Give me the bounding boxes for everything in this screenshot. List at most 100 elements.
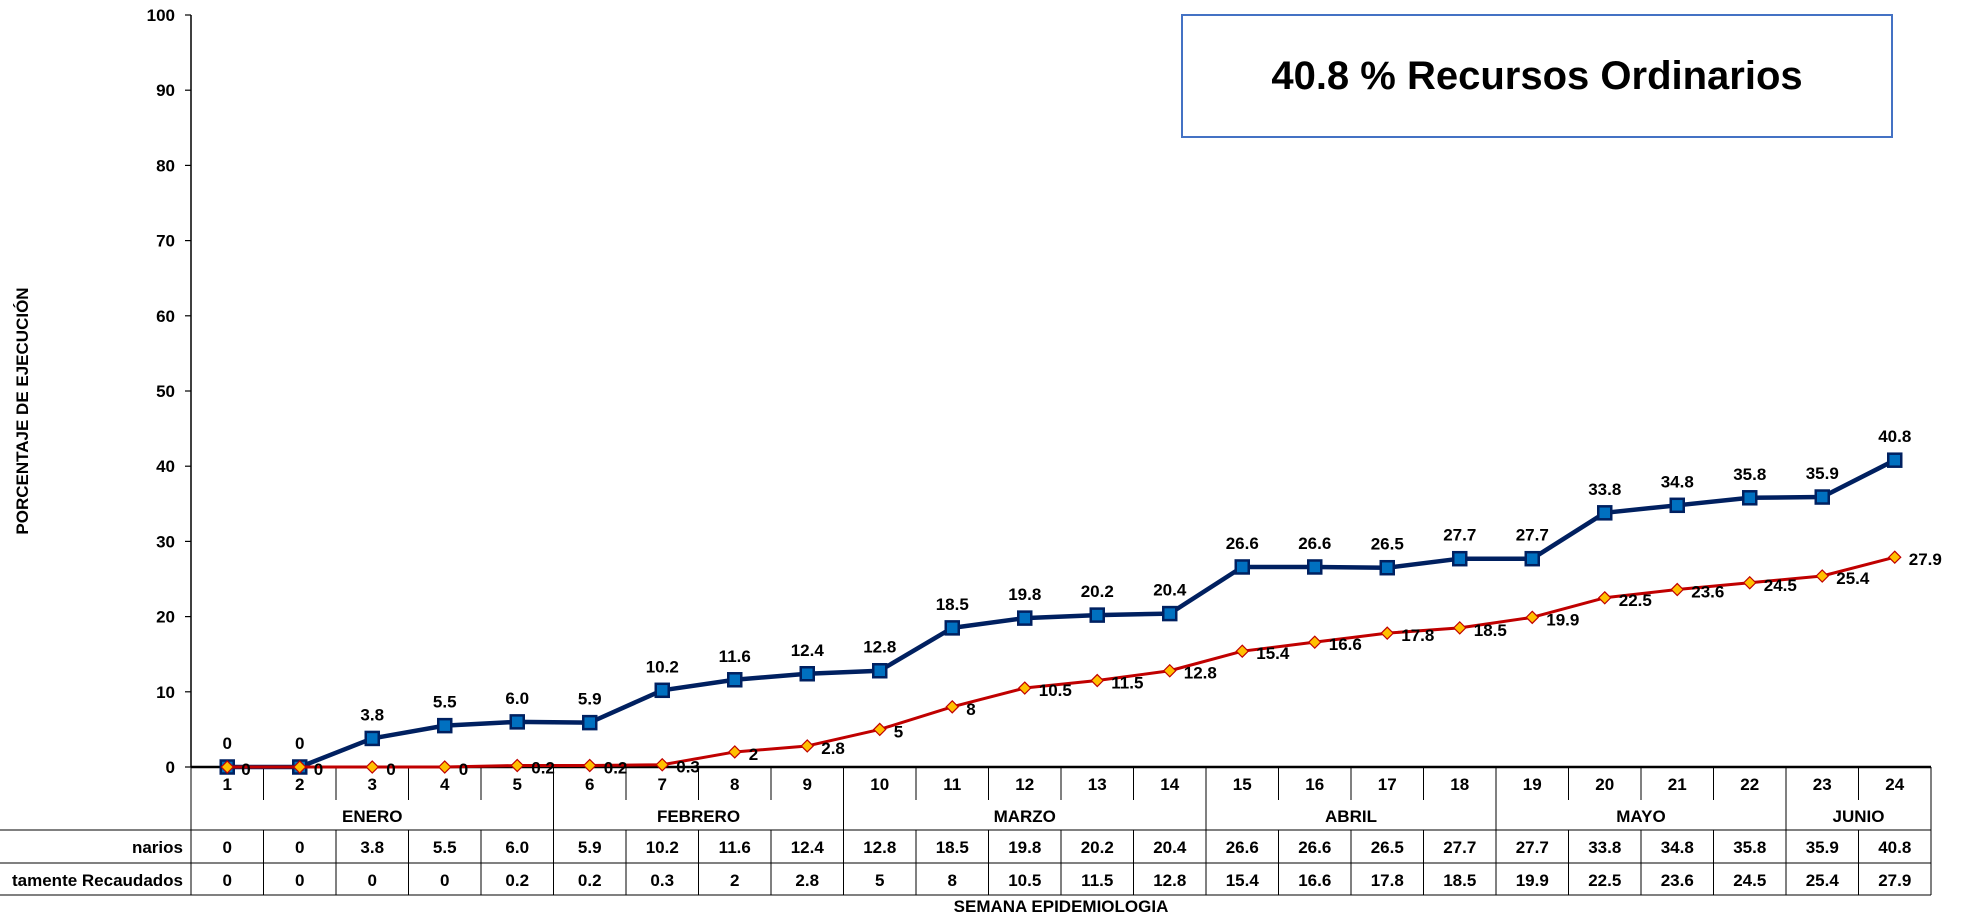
data-label: 0 bbox=[295, 734, 304, 753]
data-point-marker bbox=[1379, 559, 1395, 576]
data-label: 6.0 bbox=[505, 689, 529, 708]
series-row-label: narios bbox=[132, 838, 183, 857]
data-label: 20.2 bbox=[1081, 582, 1114, 601]
data-point-marker bbox=[510, 758, 525, 773]
data-point-marker bbox=[1814, 489, 1830, 505]
data-label: 11.6 bbox=[719, 647, 751, 666]
table-cell-value: 0 bbox=[440, 871, 449, 890]
week-label: 22 bbox=[1740, 775, 1759, 794]
table-cell-value: 0 bbox=[368, 871, 377, 890]
y-tick-label: 0 bbox=[166, 758, 175, 777]
data-label: 0 bbox=[459, 760, 468, 779]
data-label: 23.6 bbox=[1691, 583, 1724, 602]
table-cell-value: 20.4 bbox=[1153, 838, 1187, 857]
data-point-marker bbox=[1307, 635, 1322, 650]
table-cell-value: 0 bbox=[223, 871, 232, 890]
annotation-text: 40.8 % Recursos Ordinarios bbox=[1271, 53, 1803, 98]
data-point-marker bbox=[1742, 490, 1758, 506]
week-label: 23 bbox=[1813, 775, 1832, 794]
data-point-marker bbox=[437, 760, 452, 774]
table-cell-value: 3.8 bbox=[360, 838, 384, 857]
week-label: 21 bbox=[1668, 775, 1687, 794]
data-label: 18.5 bbox=[1474, 621, 1507, 640]
table-cell-value: 0 bbox=[223, 838, 232, 857]
table-cell-value: 12.8 bbox=[1153, 871, 1186, 890]
data-label: 26.6 bbox=[1226, 534, 1259, 553]
data-point-marker bbox=[799, 666, 815, 682]
table-cell-value: 8 bbox=[948, 871, 957, 890]
table-cell-value: 27.7 bbox=[1443, 838, 1476, 857]
data-label: 27.7 bbox=[1516, 526, 1549, 545]
data-label: 0 bbox=[314, 760, 323, 779]
data-point-marker bbox=[727, 672, 743, 688]
series-line bbox=[227, 555, 1896, 769]
data-label: 10.5 bbox=[1039, 681, 1072, 700]
x-axis-title: SEMANA EPIDEMIOLOGIA bbox=[954, 897, 1169, 916]
week-label: 8 bbox=[730, 775, 739, 794]
data-point-marker bbox=[509, 714, 525, 730]
data-point-marker bbox=[1307, 559, 1323, 575]
y-tick-label: 70 bbox=[156, 232, 175, 251]
week-label: 14 bbox=[1160, 775, 1179, 794]
table-cell-value: 10.2 bbox=[646, 838, 679, 857]
table-cell-value: 2 bbox=[730, 871, 739, 890]
data-point-marker bbox=[1452, 550, 1468, 567]
data-label: 5.5 bbox=[433, 693, 457, 712]
data-point-marker bbox=[1887, 452, 1903, 468]
data-point-marker bbox=[1162, 605, 1178, 622]
data-point-marker bbox=[582, 714, 598, 731]
table-cell-value: 0 bbox=[295, 871, 304, 890]
table-cell-value: 26.6 bbox=[1226, 838, 1259, 857]
data-label: 26.6 bbox=[1298, 534, 1331, 553]
table-cell-value: 5 bbox=[875, 871, 884, 890]
week-label: 4 bbox=[440, 775, 450, 794]
table-cell-value: 0.3 bbox=[650, 871, 674, 890]
data-point-marker bbox=[1162, 663, 1177, 678]
month-label: FEBRERO bbox=[657, 807, 740, 826]
data-point-marker bbox=[1670, 582, 1685, 597]
data-point-marker bbox=[1089, 607, 1105, 623]
table-cell-value: 0.2 bbox=[505, 871, 529, 890]
y-axis-title: PORCENTAJE DE EJECUCIÓN bbox=[13, 287, 32, 534]
table-cell-value: 17.8 bbox=[1371, 871, 1404, 890]
table-cell-value: 5.9 bbox=[578, 838, 602, 857]
data-label: 20.4 bbox=[1153, 581, 1187, 600]
data-label: 33.8 bbox=[1588, 480, 1621, 499]
week-label: 20 bbox=[1595, 775, 1614, 794]
data-label: 10.2 bbox=[646, 657, 679, 676]
data-point-marker bbox=[944, 620, 960, 636]
month-label: ABRIL bbox=[1325, 807, 1377, 826]
table-cell-value: 12.4 bbox=[791, 838, 825, 857]
table-cell-value: 12.8 bbox=[863, 838, 896, 857]
data-point-marker bbox=[220, 760, 235, 774]
y-tick-label: 20 bbox=[156, 608, 175, 627]
data-label: 2 bbox=[749, 745, 758, 764]
data-label: 2.8 bbox=[821, 739, 845, 758]
data-label: 24.5 bbox=[1764, 576, 1797, 595]
data-point-marker bbox=[1815, 569, 1830, 583]
table-cell-value: 18.5 bbox=[936, 838, 969, 857]
month-label: MARZO bbox=[994, 807, 1056, 826]
table-cell-value: 27.9 bbox=[1878, 871, 1911, 890]
data-label: 22.5 bbox=[1619, 591, 1652, 610]
y-tick-label: 40 bbox=[156, 457, 175, 476]
week-label: 7 bbox=[658, 775, 667, 794]
table-cell-value: 18.5 bbox=[1443, 871, 1476, 890]
table-cell-value: 5.5 bbox=[433, 838, 457, 857]
data-point-marker bbox=[1524, 550, 1540, 567]
data-point-marker bbox=[1525, 610, 1540, 625]
data-label: 0.3 bbox=[676, 758, 700, 777]
data-label: 27.7 bbox=[1443, 526, 1476, 545]
week-label: 19 bbox=[1523, 775, 1542, 794]
data-label: 0 bbox=[386, 760, 395, 779]
week-label: 12 bbox=[1015, 775, 1034, 794]
data-point-marker bbox=[1380, 626, 1395, 640]
table-cell-value: 2.8 bbox=[795, 871, 819, 890]
annotation-box: 40.8 % Recursos Ordinarios bbox=[1181, 14, 1893, 138]
y-tick-label: 10 bbox=[156, 683, 175, 702]
y-tick-label: 60 bbox=[156, 307, 175, 326]
data-point-marker bbox=[1017, 681, 1032, 695]
y-tick-label: 50 bbox=[156, 382, 175, 401]
data-point-marker bbox=[1742, 575, 1757, 590]
